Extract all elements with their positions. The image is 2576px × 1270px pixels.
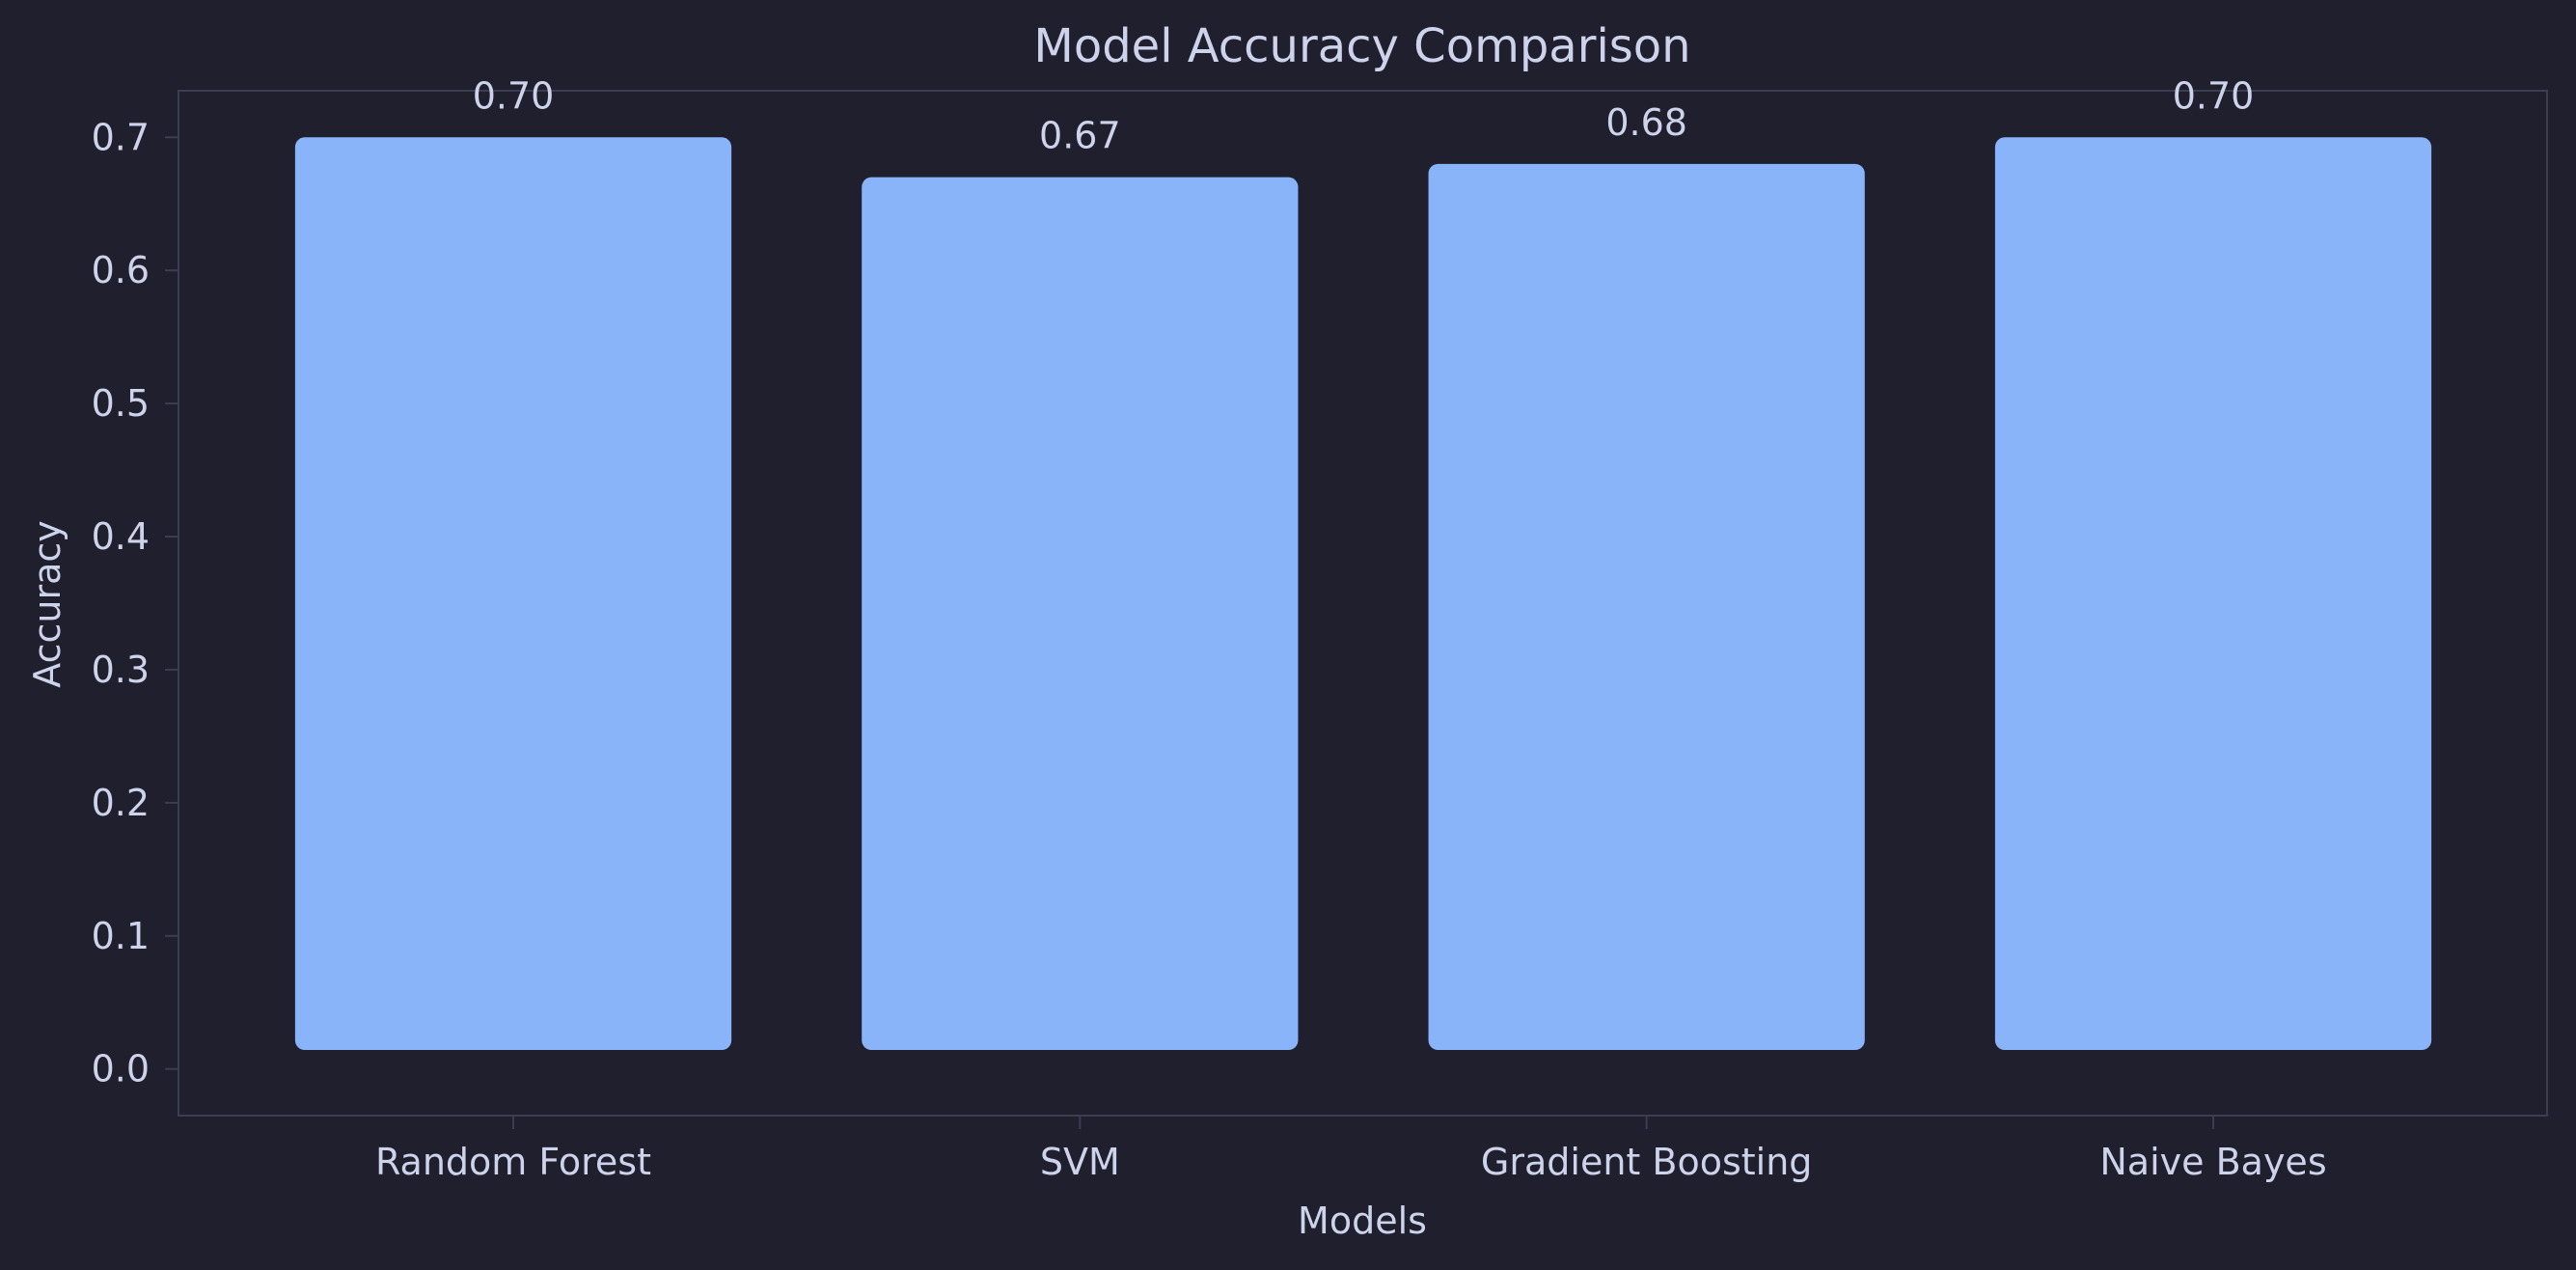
y-tick-label: 0.6 (92, 249, 150, 291)
y-axis-label: Accuracy (26, 520, 69, 688)
x-tick-label: Naive Bayes (2099, 1141, 2326, 1183)
x-tick-label: SVM (1040, 1141, 1120, 1183)
bar (294, 137, 732, 1051)
value-labels-group: 0.70 0.67 0.68 0.70 (473, 74, 2255, 156)
y-axis-ticks-group: 0.0 0.1 0.2 0.3 0.4 0.5 0.6 0.7 (92, 116, 178, 1091)
bar-value-label: 0.67 (1039, 115, 1121, 157)
y-tick-label: 0.7 (92, 116, 150, 158)
x-axis-ticks-group: Random Forest SVM Gradient Boosting Naive B… (375, 1116, 2327, 1183)
chart-title: Model Accuracy Comparison (1033, 19, 1690, 73)
y-tick-label: 0.3 (92, 649, 150, 691)
y-tick-label: 0.2 (92, 782, 150, 824)
bar-value-label: 0.68 (1605, 101, 1687, 144)
y-tick-label: 0.5 (92, 382, 150, 425)
x-tick-label: Gradient Boosting (1481, 1141, 1813, 1183)
bar (862, 177, 1299, 1050)
bars-group (294, 137, 2432, 1051)
bar-value-label: 0.70 (2173, 74, 2255, 117)
bar (1428, 163, 1865, 1050)
bar (1994, 137, 2432, 1051)
plot-area-frame (178, 90, 2548, 1117)
y-tick-label: 0.0 (92, 1048, 150, 1091)
bar-value-label: 0.70 (473, 74, 555, 117)
x-tick-label: Random Forest (375, 1141, 651, 1183)
y-tick-label: 0.1 (92, 915, 150, 957)
x-axis-label: Models (1298, 1200, 1427, 1242)
y-tick-label: 0.4 (92, 515, 150, 558)
